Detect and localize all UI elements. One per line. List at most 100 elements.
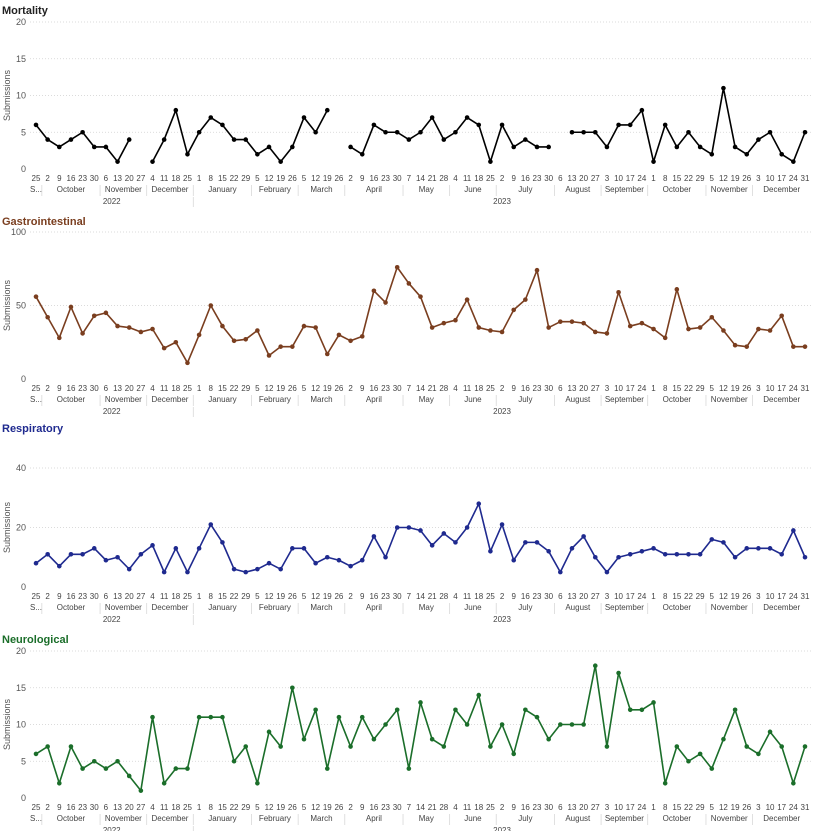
chart-title: Neurological <box>2 634 69 646</box>
data-point <box>301 736 307 742</box>
data-point <box>523 297 528 302</box>
x-tick-label: 5 <box>255 384 260 393</box>
data-point <box>453 707 458 713</box>
data-point <box>511 751 517 757</box>
x-tick-label: 9 <box>360 592 365 601</box>
x-tick-label: 4 <box>150 384 155 393</box>
x-tick-label: 18 <box>171 384 180 393</box>
data-point <box>359 714 365 720</box>
month-label: November <box>105 603 142 612</box>
x-tick-label: 22 <box>684 384 693 393</box>
x-tick-label: 1 <box>197 592 202 601</box>
x-tick-label: 3 <box>605 174 610 183</box>
data-point <box>581 722 586 727</box>
x-tick-label: 6 <box>104 803 109 812</box>
data-point <box>80 331 85 336</box>
data-point <box>744 152 750 157</box>
chart-title: Gastrointestinal <box>2 216 86 228</box>
data-point <box>138 551 144 557</box>
data-point <box>161 345 167 351</box>
x-tick-label: 12 <box>265 384 274 393</box>
x-tick-label: 30 <box>90 803 99 812</box>
x-tick-label: 11 <box>463 592 472 601</box>
data-point <box>371 534 377 539</box>
x-tick-label: 16 <box>369 174 378 183</box>
x-tick-label: 25 <box>486 174 495 183</box>
data-point <box>173 339 179 345</box>
data-point <box>220 323 225 329</box>
data-point <box>756 137 761 142</box>
data-point <box>45 744 50 749</box>
data-point <box>301 546 307 551</box>
data-point <box>80 551 85 557</box>
x-tick-label: 19 <box>276 174 285 183</box>
x-tick-label: 25 <box>486 803 495 812</box>
data-point <box>802 129 808 135</box>
data-point <box>371 122 377 128</box>
month-label: March <box>310 395 332 404</box>
x-tick-label: 29 <box>241 592 250 601</box>
data-point <box>429 736 435 742</box>
x-tick-label: 27 <box>591 174 600 183</box>
x-tick-label: 29 <box>696 803 705 812</box>
data-point <box>220 540 225 545</box>
data-point <box>150 159 155 164</box>
data-point <box>709 766 715 771</box>
month-label: February <box>259 603 291 612</box>
month-label: January <box>208 395 236 404</box>
x-tick-label: 2 <box>348 384 353 393</box>
data-point <box>756 546 761 551</box>
data-point <box>290 685 295 691</box>
x-tick-label: 4 <box>453 174 458 183</box>
x-tick-label: 5 <box>302 592 307 601</box>
data-point <box>779 152 784 157</box>
x-tick-label: 24 <box>637 592 646 601</box>
data-point <box>80 766 85 771</box>
x-tick-label: 26 <box>288 803 297 812</box>
x-tick-label: 3 <box>605 384 610 393</box>
data-point <box>511 144 517 150</box>
data-point <box>721 328 726 333</box>
year-label: 2023 <box>493 197 511 206</box>
data-point <box>488 744 493 749</box>
x-tick-label: 19 <box>323 384 332 393</box>
data-point <box>779 313 784 319</box>
x-tick-label: 16 <box>521 803 530 812</box>
month-label: July <box>518 603 532 612</box>
x-tick-label: 9 <box>511 592 516 601</box>
data-point <box>57 781 62 786</box>
data-point <box>161 569 167 575</box>
data-point <box>57 335 62 341</box>
data-point <box>558 319 563 324</box>
x-tick-label: 2 <box>45 803 50 812</box>
data-point <box>732 707 738 713</box>
month-label: August <box>565 814 591 823</box>
year-label: 2022 <box>103 615 121 624</box>
x-tick-label: 28 <box>439 592 448 601</box>
data-point <box>441 320 447 326</box>
x-tick-label: 12 <box>311 174 320 183</box>
data-point <box>348 144 353 150</box>
x-tick-label: 26 <box>288 384 297 393</box>
x-tick-label: 16 <box>67 592 76 601</box>
data-point <box>767 729 773 735</box>
x-tick-label: 12 <box>719 592 728 601</box>
month-label: December <box>152 395 189 404</box>
x-tick-label: 20 <box>579 384 588 393</box>
data-point <box>639 549 645 554</box>
x-tick-label: 15 <box>218 592 227 601</box>
x-tick-label: 23 <box>78 803 87 812</box>
data-point <box>721 736 726 742</box>
chart-title: Mortality <box>2 5 49 17</box>
x-tick-label: 3 <box>756 384 761 393</box>
data-point <box>126 325 132 330</box>
x-tick-label: 4 <box>453 384 458 393</box>
x-tick-label: 19 <box>731 592 740 601</box>
data-point <box>488 159 493 164</box>
data-point <box>616 670 621 676</box>
x-tick-label: 5 <box>710 592 715 601</box>
data-point <box>394 707 400 713</box>
data-point <box>91 144 97 150</box>
month-label: July <box>518 814 532 823</box>
